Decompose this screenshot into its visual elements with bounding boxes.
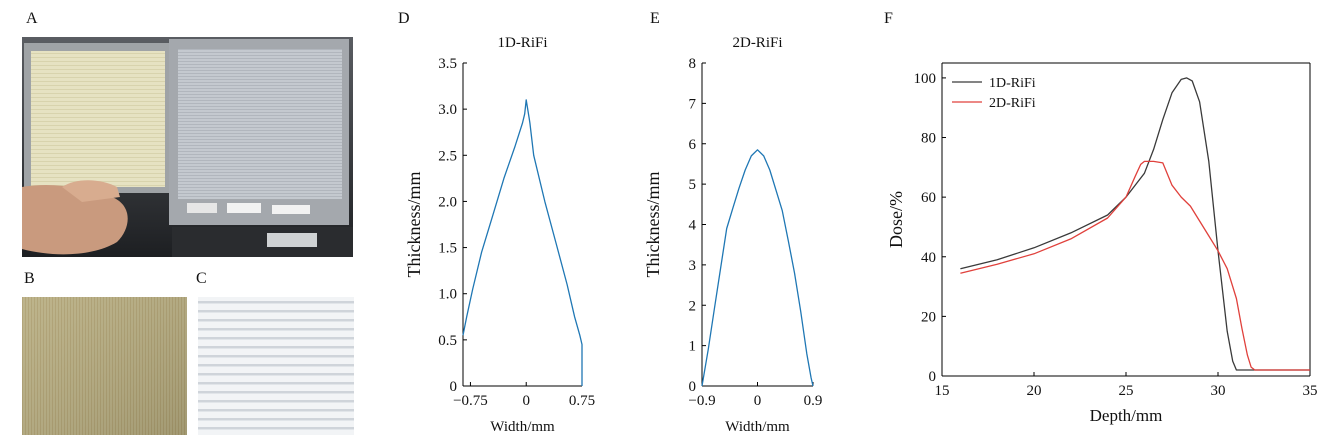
y-tick-label: 0.5: [438, 333, 457, 349]
photo-ridge-filters: [22, 37, 353, 257]
chart-f: 0 20 40 60 80 100 15 20 25 30 35 Depth/mm Dose/% 1D-R…: [886, 62, 1318, 425]
y-tick-label: 0: [929, 369, 937, 385]
legend-label: 2D-RiFi: [989, 96, 1036, 111]
x-tick-label: 0.75: [569, 393, 595, 409]
x-tick-label: −0.75: [453, 393, 488, 409]
x-tick-label: 25: [1119, 383, 1134, 399]
x-tick-label: 30: [1211, 383, 1226, 399]
x-tick-label: 0: [754, 393, 762, 409]
chart-title: 2D-RiFi: [732, 35, 782, 51]
panel-label-b: B: [24, 270, 35, 287]
y-axis-label: Thickness/mm: [404, 172, 424, 278]
y-tick-label: 40: [921, 250, 936, 266]
x-axis-label: Depth/mm: [1090, 406, 1163, 425]
x-tick-label: 20: [1027, 383, 1042, 399]
y-tick-label: 1.5: [438, 241, 457, 257]
y-tick-label: 8: [689, 56, 697, 72]
y-tick-label: 60: [921, 190, 936, 206]
y-axis-label: Thickness/mm: [643, 172, 663, 278]
chart-d: 00.51.01.52.02.53.03.5−0.75 0 0.751D-RiFiW…: [404, 35, 595, 435]
series-line-e: [701, 149, 814, 387]
x-axis-label: Width/mm: [725, 419, 790, 435]
y-tick-label: 3.5: [438, 56, 457, 72]
panel-label-f: F: [884, 10, 893, 27]
y-tick-label: 80: [921, 131, 936, 147]
y-tick-label: 7: [689, 96, 697, 112]
panel-label-a: A: [26, 10, 38, 27]
x-tick-label: 15: [935, 383, 950, 399]
legend-label: 1D-RiFi: [989, 76, 1036, 91]
y-tick-label: 1.0: [438, 287, 457, 303]
x-tick-label: 0: [522, 393, 530, 409]
x-tick-label: 0.9: [804, 393, 823, 409]
panel-label-d: D: [398, 10, 410, 27]
chart-title: 1D-RiFi: [497, 35, 547, 51]
photo-1d-rifi-closeup-drawing: [22, 297, 187, 435]
right-filter-surface: [178, 49, 342, 199]
left-filter-surface: [31, 51, 165, 187]
y-tick-label: 2.0: [438, 194, 457, 210]
panel-label-c: C: [196, 270, 207, 287]
y-tick-label: 0: [450, 379, 458, 395]
y-axis-label: Dose/%: [886, 191, 906, 248]
photo-2d-rifi-closeup: [198, 297, 354, 435]
series-line-1d-rifi: [960, 77, 1310, 371]
y-tick-label: 100: [914, 71, 937, 87]
panel-label-e: E: [650, 10, 660, 27]
y-tick-label: 6: [689, 137, 697, 153]
photo-1d-rifi-closeup: [22, 297, 187, 435]
y-tick-label: 2.5: [438, 148, 457, 164]
y-tick-label: 3: [689, 258, 697, 274]
x-axis-label: Width/mm: [490, 419, 555, 435]
photo-2d-rifi-closeup-drawing: [198, 297, 354, 435]
x-tick-label: 35: [1303, 383, 1318, 399]
series-line-d: [462, 99, 583, 386]
y-tick-label: 20: [921, 309, 936, 325]
y-tick-label: 3.0: [438, 102, 457, 118]
photo-ridge-filters-drawing: [22, 37, 353, 257]
y-tick-label: 4: [689, 218, 697, 234]
y-tick-label: 2: [689, 298, 697, 314]
series-line-2d-rifi: [960, 160, 1310, 371]
hand: [22, 185, 128, 255]
y-tick-label: 0: [689, 379, 697, 395]
y-tick-label: 5: [689, 177, 697, 193]
y-tick-label: 1: [689, 339, 697, 355]
x-tick-label: −0.9: [688, 393, 715, 409]
